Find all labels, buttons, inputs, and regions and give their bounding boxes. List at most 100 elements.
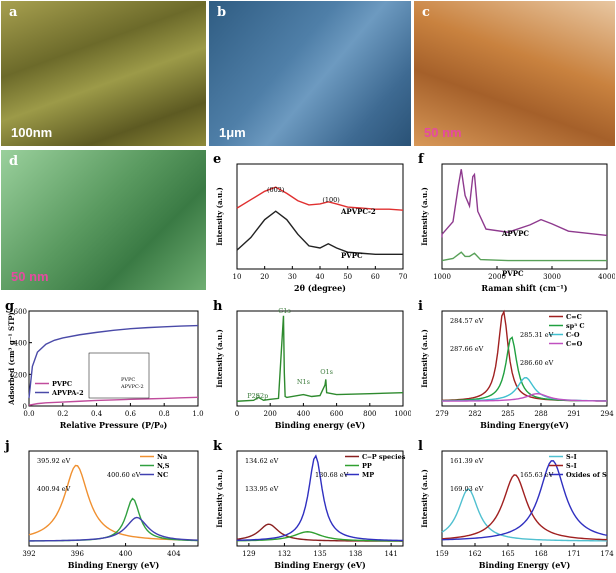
annotation: C1s bbox=[278, 307, 290, 315]
x-tick-label: 291 bbox=[567, 410, 580, 418]
series-line-1 bbox=[236, 531, 404, 542]
chart-f: f 1000 2000 3000 4000 Raman shift (cm⁻¹) Inten… bbox=[414, 150, 615, 295]
x-tick-label: 396 bbox=[71, 550, 85, 558]
scale-bar-b: 1μm bbox=[219, 125, 246, 140]
y-tick-label: 400 bbox=[14, 340, 27, 348]
annotation: P2p bbox=[247, 392, 260, 400]
plot-frame bbox=[28, 450, 199, 547]
series-line-0 bbox=[28, 396, 199, 406]
panel-label-g: g bbox=[5, 299, 14, 314]
x-tick-label: 174 bbox=[600, 550, 614, 558]
micrograph-a: a 100nm bbox=[1, 1, 206, 146]
series-line-0 bbox=[236, 315, 404, 402]
x-tick-label: 1.0 bbox=[192, 410, 203, 418]
chart-g: g 0.0 0.2 0.4 0.6 0.8 1.0 0 200 400 600 Relative Pr… bbox=[1, 297, 206, 432]
x-tick-label: 600 bbox=[330, 410, 343, 418]
plot-frame bbox=[236, 310, 404, 407]
series-label: APVPC bbox=[501, 229, 529, 238]
x-tick-label: 4000 bbox=[598, 273, 615, 281]
x-axis-label: Binding Energy (eV) bbox=[479, 560, 571, 570]
x-tick-label: 0 bbox=[235, 410, 239, 418]
x-tick-label: 40 bbox=[316, 273, 325, 281]
x-axis-label: Binding energy (eV) bbox=[275, 420, 366, 430]
x-tick-label: 285 bbox=[501, 410, 514, 418]
panel-label-e: e bbox=[213, 152, 221, 167]
chart-background bbox=[1, 437, 206, 572]
annotation: 395.92 eV bbox=[37, 457, 71, 465]
inset-plot bbox=[88, 352, 150, 399]
panel-label-c: c bbox=[422, 5, 430, 20]
x-tick-label: 0.4 bbox=[91, 410, 103, 418]
panel-label-f: f bbox=[418, 152, 425, 167]
x-tick-label: 132 bbox=[278, 550, 291, 558]
x-tick-label: 138 bbox=[349, 550, 362, 558]
series-line-1 bbox=[441, 474, 608, 541]
y-tick-label: 200 bbox=[14, 371, 27, 379]
x-tick-label: 0.2 bbox=[57, 410, 68, 418]
y-tick-label: 600 bbox=[14, 308, 27, 316]
x-tick-label: 392 bbox=[22, 550, 35, 558]
annotation: 161.39 eV bbox=[450, 457, 484, 465]
x-tick-label: 60 bbox=[371, 273, 380, 281]
chart-i: i 279 282 285 288 291 294 Binding Energy(eV) Int… bbox=[414, 297, 615, 432]
panel-label-i: i bbox=[418, 299, 423, 314]
inset-legend-entry: PVPC bbox=[121, 377, 135, 383]
plot-frame bbox=[28, 310, 199, 407]
legend-entry: Na bbox=[157, 453, 168, 461]
annotation: (100) bbox=[322, 196, 340, 204]
legend-entry: N,S bbox=[157, 462, 170, 470]
annotation: O1s bbox=[320, 368, 333, 376]
annotation: 133.95 eV bbox=[245, 485, 279, 493]
series-line-0 bbox=[441, 488, 608, 542]
series-line-0 bbox=[236, 186, 404, 211]
x-tick-label: 129 bbox=[242, 550, 255, 558]
legend-entry: C-O bbox=[566, 331, 580, 339]
micrograph-c: c 50 nm bbox=[414, 1, 615, 146]
panel-label-h: h bbox=[213, 299, 223, 314]
chart-k: k 129 132 135 138 141 Binding Energy (eV) Inten… bbox=[209, 437, 411, 572]
x-tick-label: 162 bbox=[468, 550, 481, 558]
x-axis-label: Relative Pressure (P/P₀) bbox=[60, 420, 168, 430]
series-line-2 bbox=[28, 516, 199, 542]
x-tick-label: 165 bbox=[501, 550, 514, 558]
x-axis-label: 2θ (degree) bbox=[294, 283, 346, 293]
y-axis-label: Adsorbed (cm³ g⁻¹ STP) bbox=[7, 312, 16, 406]
annotation: N1s bbox=[297, 378, 310, 386]
y-axis-label: Intensity (a.u.) bbox=[215, 469, 224, 528]
chart-e: e 10 20 30 40 50 60 70 2θ (degree) Intensity (a.u… bbox=[209, 150, 411, 295]
panel-label-j: j bbox=[4, 439, 10, 454]
x-tick-label: 10 bbox=[233, 273, 242, 281]
y-tick-label: 0 bbox=[23, 403, 27, 411]
x-tick-label: 2000 bbox=[488, 273, 506, 281]
x-tick-label: 135 bbox=[313, 550, 326, 558]
legend-entry: C=C bbox=[566, 313, 582, 321]
annotation: S2p bbox=[256, 392, 269, 400]
x-tick-label: 50 bbox=[343, 273, 352, 281]
x-tick-label: 70 bbox=[399, 273, 408, 281]
annotation: 134.62 eV bbox=[245, 457, 279, 465]
chart-j: j 392 396 400 404 Binding Energy (eV) NaN,SNC 3… bbox=[1, 437, 206, 572]
chart-background bbox=[414, 150, 615, 295]
legend-entry: PVPC bbox=[52, 380, 72, 388]
scale-bar-c: 50 nm bbox=[424, 125, 462, 140]
series-label: APVPC-2 bbox=[340, 207, 376, 216]
annotation: 400.60 eV bbox=[107, 471, 141, 479]
legend-entry: MP bbox=[362, 471, 374, 479]
y-axis-label: Intensity (a.u.) bbox=[215, 187, 224, 246]
y-axis-label: Intensity (a.u.) bbox=[420, 329, 429, 388]
panel-label-k: k bbox=[213, 439, 223, 454]
inset-legend-entry: APVPC-2 bbox=[120, 384, 144, 390]
legend-entry: PP bbox=[362, 462, 372, 470]
x-tick-label: 159 bbox=[435, 550, 448, 558]
series-label: PVPC bbox=[502, 269, 524, 278]
panel-label-a: a bbox=[9, 5, 18, 20]
scale-bar-a: 100nm bbox=[11, 125, 53, 140]
series-line-1 bbox=[28, 324, 199, 399]
x-tick-label: 800 bbox=[363, 410, 376, 418]
x-axis-label: Raman shift (cm⁻¹) bbox=[481, 283, 567, 293]
x-tick-label: 200 bbox=[264, 410, 277, 418]
x-tick-label: 1000 bbox=[394, 410, 411, 418]
series-line-2 bbox=[441, 460, 608, 541]
micrograph-d: d 50 nm bbox=[1, 150, 206, 290]
chart-l: l 159 162 165 168 171 174 Binding Energy (eV) In… bbox=[414, 437, 615, 572]
